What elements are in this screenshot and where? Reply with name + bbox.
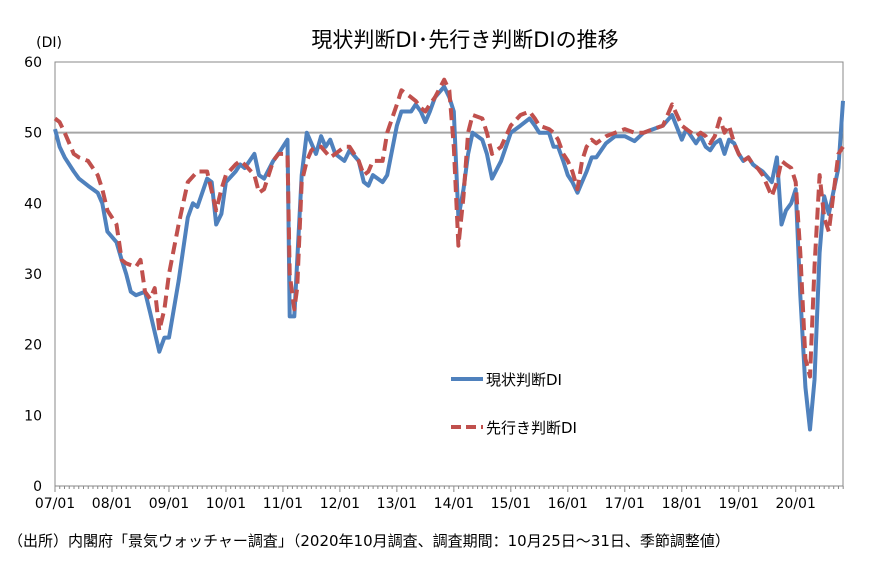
y-tick-label: 60 <box>24 55 42 71</box>
y-tick-label: 40 <box>24 196 42 212</box>
x-tick-label: 19/01 <box>719 496 759 512</box>
legend-label-outlook-di: 先行き判断DI <box>486 419 577 437</box>
y-tick-label: 20 <box>24 338 42 354</box>
series-line-outlook-di <box>53 77 845 379</box>
y-tick-label: 10 <box>24 408 42 424</box>
y-axis-unit: (DI) <box>36 35 62 51</box>
x-tick-label: 14/01 <box>434 496 474 512</box>
x-tick-label: 18/01 <box>662 496 702 512</box>
x-tick-label: 20/01 <box>776 496 816 512</box>
y-tick-label: 30 <box>24 267 42 283</box>
x-axis: 07/01 08/01 09/01 10/01 11/01 12/01 13/01 14/01… <box>35 486 844 512</box>
x-tick-label: 12/01 <box>320 496 360 512</box>
x-tick-label: 13/01 <box>377 496 417 512</box>
chart-title: 現状判断DI･先行き判断DIの推移 <box>311 28 618 52</box>
y-axis: 0 10 20 30 40 50 60 <box>24 55 42 495</box>
legend: 現状判断DI 先行き判断DI <box>451 371 577 437</box>
legend-label-current-di: 現状判断DI <box>486 371 562 389</box>
series-line-current-di <box>53 84 845 432</box>
x-tick-label: 09/01 <box>149 496 189 512</box>
x-tick-label: 08/01 <box>92 496 132 512</box>
chart: 現状判断DI･先行き判断DIの推移 (DI) 0 10 20 30 40 50 60 07/… <box>24 28 845 512</box>
x-tick-label: 16/01 <box>548 496 588 512</box>
x-tick-label: 11/01 <box>263 496 303 512</box>
source-note: （出所）内閣府「景気ウォッチャー調査」（2020年10月調査、調査期間：10月2… <box>8 532 730 550</box>
y-tick-label: 50 <box>24 126 42 142</box>
plot-area <box>54 61 844 487</box>
x-tick-label: 17/01 <box>605 496 645 512</box>
y-tick-label: 0 <box>33 479 42 495</box>
x-tick-label: 15/01 <box>491 496 531 512</box>
series-lines <box>53 77 845 432</box>
x-tick-label: 07/01 <box>35 496 75 512</box>
x-tick-label: 10/01 <box>206 496 246 512</box>
